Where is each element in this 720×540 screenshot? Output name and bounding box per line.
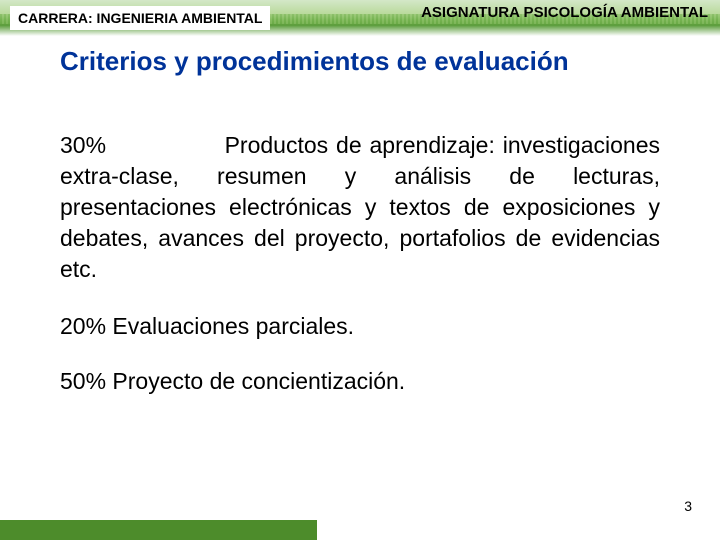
career-label: CARRERA: INGENIERIA AMBIENTAL <box>10 6 270 30</box>
page-title: Criterios y procedimientos de evaluación <box>60 46 569 77</box>
criterion-1-pct: 30% <box>60 132 106 158</box>
criterion-2: 20% Evaluaciones parciales. <box>60 313 660 340</box>
page-number: 3 <box>684 498 692 514</box>
content-block: 30% Productos de aprendizaje: investigac… <box>60 130 660 423</box>
criterion-1-text: Productos de aprendizaje: investigacione… <box>60 132 660 282</box>
footer-green-bar <box>0 520 317 540</box>
subject-label: ASIGNATURA PSICOLOGÍA AMBIENTAL <box>421 4 708 21</box>
criterion-1: 30% Productos de aprendizaje: investigac… <box>60 130 660 285</box>
criterion-3: 50% Proyecto de concientización. <box>60 368 660 395</box>
